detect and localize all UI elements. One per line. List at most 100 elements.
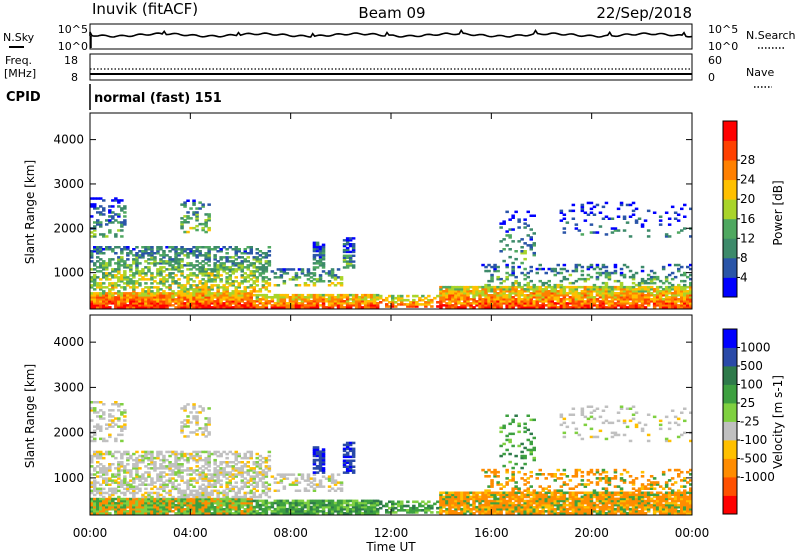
power-cell [421,303,425,306]
velocity-cell [288,501,293,505]
velocity-cell [586,507,591,511]
power-cell [670,300,675,303]
power-cell [300,296,305,299]
velocity-cell [505,491,509,495]
power-cell [213,300,217,303]
power-cell [201,288,205,291]
power-cell [174,258,178,261]
velocity-cell [670,512,675,515]
power-cell [159,282,163,285]
power-cell [186,298,190,301]
power-cell [204,286,208,289]
power-cell [297,293,302,297]
velocity-cell [144,454,148,458]
power-cell [460,288,464,291]
velocity-cell [132,512,136,515]
velocity-cell [559,503,564,507]
power-cell [135,296,139,299]
power-cell [511,290,515,293]
velocity-cell [246,497,250,501]
velocity-cell [375,503,380,507]
power-cell [472,302,476,305]
velocity-cell [616,491,621,495]
velocity-cell [505,503,509,507]
power-cell [673,306,678,309]
velocity-cell [445,501,449,505]
velocity-cell [505,499,509,503]
power-cell [135,280,139,283]
velocity-cell [568,505,573,509]
power-cell [664,288,669,291]
power-cell [505,234,509,237]
power-cell [201,296,205,299]
velocity-cell [255,499,260,503]
velocity-cell [604,512,609,515]
power-cell [243,290,247,293]
power-cell [640,277,645,281]
power-cell [162,276,166,279]
power-cell [276,296,281,299]
velocity-cell [132,485,136,488]
power-cell [225,294,229,297]
power-cell [126,292,130,295]
power-cell [120,225,124,228]
power-cell [664,235,669,238]
power-cell [664,279,669,283]
power-cell [550,285,554,289]
velocity-cell [201,501,205,505]
power-cell [105,262,109,265]
velocity-cell [580,491,585,495]
power-cell [207,256,211,259]
power-cell [252,280,256,283]
power-cell [499,290,503,293]
power-cell [117,258,121,261]
power-cell [680,207,684,211]
velocity-cell [372,512,377,515]
velocity-cell [451,505,455,509]
velocity-cell [550,510,554,513]
power-cell [102,298,106,301]
power-cell [201,222,205,226]
velocity-cell [568,503,573,507]
power-cell [664,275,669,279]
power-cell [240,306,244,309]
velocity-cell [285,507,290,511]
power-cell [231,294,235,297]
power-cell [604,201,609,205]
power-cell [454,296,458,299]
velocity-cell [162,512,166,515]
power-cell [99,304,103,307]
power-cell [168,304,172,307]
power-cell [487,294,491,297]
power-cell [114,304,118,307]
velocity-cell [225,510,229,513]
power-cell [186,288,190,291]
velocity-cell [141,506,145,509]
power-cell [345,304,350,307]
power-cell [318,280,323,283]
power-cell [646,285,651,289]
power-cell [628,306,633,309]
power-cell [601,302,606,305]
power-cell [586,285,591,289]
velocity-cell [496,512,500,515]
power-cell [252,264,256,267]
velocity-cell [604,499,609,503]
power-cell [219,286,223,289]
velocity-cell [162,467,166,470]
velocity-cell [318,510,323,513]
power-cell [159,246,163,249]
power-cell [586,296,591,299]
power-cell [348,258,353,261]
power-cell [114,284,118,287]
power-cell [222,294,226,297]
power-cell [273,302,278,305]
velocity-cell [138,506,142,509]
power-cell [598,300,603,303]
velocity-cell [258,507,263,511]
power-cell [448,294,452,297]
nsky-line [89,28,693,38]
power-cell [201,254,205,257]
power-cell [348,260,353,263]
velocity-cell [520,495,524,499]
